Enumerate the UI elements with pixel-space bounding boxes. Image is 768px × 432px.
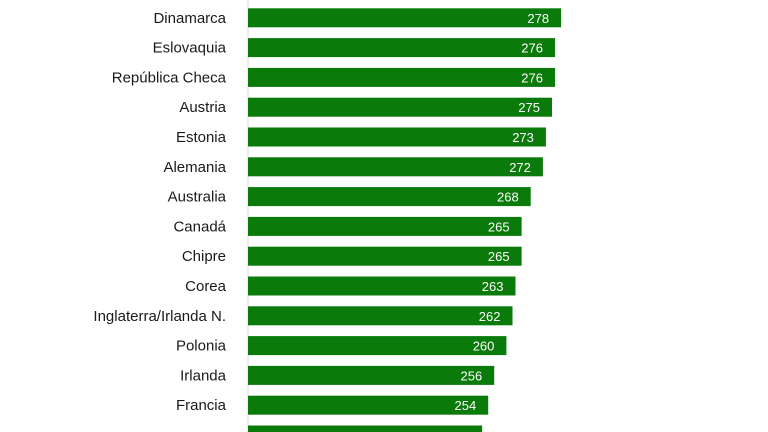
value-label-10: 263	[482, 279, 504, 294]
value-label-13: 256	[460, 368, 482, 383]
value-label-11: 262	[479, 309, 501, 324]
bar-13	[248, 365, 495, 385]
bar-6	[248, 157, 543, 177]
bar-9	[248, 246, 522, 266]
category-label-5: Estonia	[176, 129, 227, 146]
bar-11	[248, 306, 513, 326]
category-labels-group: Dinamarca Eslovaquia República Checa Austri…	[93, 10, 226, 414]
bar-15	[248, 425, 483, 432]
category-label-11: Inglaterra/Irlanda N.	[93, 308, 226, 325]
category-label-7: Australia	[168, 189, 227, 206]
category-label-3: República Checa	[112, 69, 227, 86]
category-label-8: Canadá	[173, 218, 226, 235]
bar-7	[248, 187, 531, 207]
bars-group	[248, 8, 562, 432]
value-label-9: 265	[488, 249, 510, 264]
value-label-8: 265	[488, 219, 510, 234]
category-label-2: Eslovaquia	[153, 40, 227, 57]
value-label-5: 273	[512, 130, 534, 145]
bar-4	[248, 97, 552, 117]
bar-5	[248, 127, 546, 147]
bar-8	[248, 216, 522, 236]
category-label-14: Francia	[176, 397, 227, 414]
bar-10	[248, 276, 516, 296]
category-label-12: Polonia	[176, 338, 227, 355]
bar-14	[248, 395, 489, 415]
value-label-14: 254	[454, 398, 476, 413]
value-label-2: 276	[521, 41, 543, 56]
category-label-1: Dinamarca	[153, 10, 226, 27]
value-label-3: 276	[521, 70, 543, 85]
value-label-1: 278	[527, 11, 549, 26]
value-label-12: 260	[473, 339, 495, 354]
category-label-6: Alemania	[163, 159, 226, 176]
category-label-4: Austria	[179, 99, 226, 116]
category-label-10: Corea	[185, 278, 227, 295]
bar-1	[248, 8, 562, 28]
value-label-4: 275	[518, 100, 540, 115]
value-label-6: 272	[509, 160, 531, 175]
value-label-7: 268	[497, 190, 519, 205]
bar-12	[248, 336, 507, 356]
value-labels-group: 278 276 276 275 273 272 268 265 265 263 262 260 256 2…	[454, 11, 549, 413]
bar-2	[248, 38, 555, 58]
category-label-13: Irlanda	[180, 367, 227, 384]
category-label-9: Chipre	[182, 248, 226, 265]
bar-3	[248, 67, 555, 87]
